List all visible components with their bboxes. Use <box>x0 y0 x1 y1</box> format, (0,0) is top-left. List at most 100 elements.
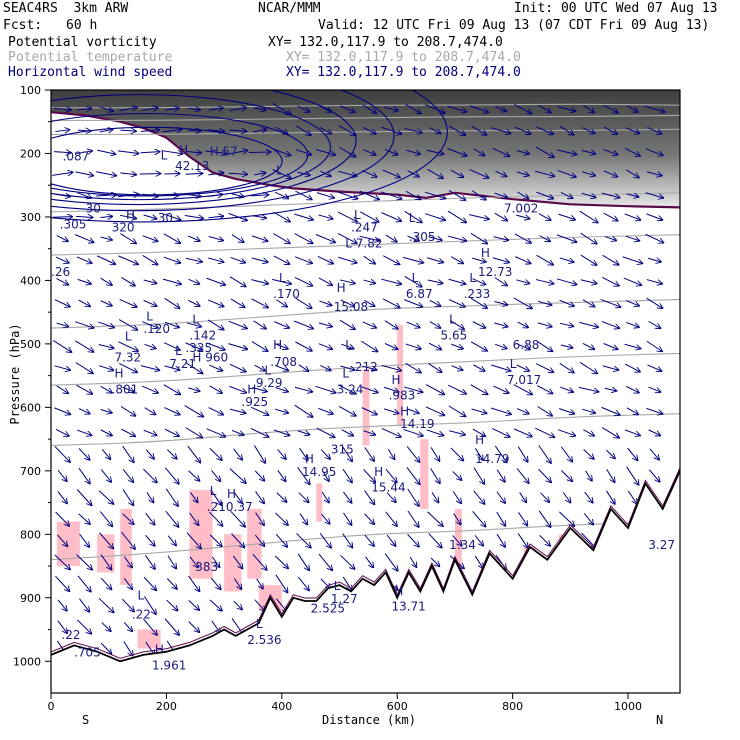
y-tick-label: 700 <box>20 465 41 478</box>
pv-patch <box>120 508 132 586</box>
wind-vector <box>78 513 91 525</box>
extrema-label: L <box>510 357 517 371</box>
extrema-label: 15.08 <box>334 300 368 314</box>
wind-vector <box>96 195 116 196</box>
y-tick-label: 500 <box>20 338 41 351</box>
wind-vector <box>165 488 178 507</box>
wind-vector <box>318 214 333 219</box>
wind-vector <box>186 532 201 549</box>
wind-vector <box>625 235 640 241</box>
wind-vector <box>96 171 116 176</box>
wind-vector <box>165 108 179 110</box>
wind-vector <box>188 388 200 391</box>
extrema-label: 315 <box>331 443 354 457</box>
wind-vector <box>76 489 91 506</box>
wind-vector <box>472 321 486 328</box>
wind-vector <box>53 108 72 110</box>
wind-vector <box>363 299 375 306</box>
extrema-label: L <box>334 579 341 593</box>
wind-vector <box>430 557 440 567</box>
wind-vector <box>447 235 467 241</box>
wind-vector <box>519 492 527 502</box>
wind-vector <box>406 446 420 462</box>
wind-vector <box>229 130 246 131</box>
wind-vector <box>57 599 67 611</box>
wind-vector <box>359 235 380 241</box>
wind-vector <box>251 341 268 352</box>
wind-vector <box>601 427 619 438</box>
wind-vector <box>57 620 68 634</box>
wind-vector <box>516 364 530 371</box>
wind-vector <box>229 408 246 413</box>
wind-vector <box>315 148 335 154</box>
wind-vector <box>626 466 639 485</box>
wind-vector <box>294 213 313 220</box>
wind-vector <box>98 597 114 612</box>
wind-vector <box>603 170 618 177</box>
wind-vector <box>647 126 662 133</box>
wind-vector <box>645 192 664 198</box>
wind-vector <box>581 192 596 197</box>
wind-vector <box>101 622 111 632</box>
wind-vector <box>450 169 464 177</box>
wind-speed-contour <box>51 94 331 201</box>
wind-vector <box>343 512 352 525</box>
wind-vector <box>535 146 554 157</box>
pv-patch <box>420 439 429 509</box>
wind-vector <box>122 469 133 482</box>
field-theta-name: Potential temperature <box>8 50 173 65</box>
wind-vector <box>472 511 486 526</box>
wind-vector <box>163 342 180 351</box>
wind-vector <box>315 385 335 393</box>
wind-vector <box>556 278 577 285</box>
wind-vector <box>624 429 640 436</box>
extrema-label: H <box>179 143 188 157</box>
wind-vector <box>648 386 660 392</box>
extrema-label: 3.27 <box>648 538 675 552</box>
wind-vector <box>582 299 595 307</box>
extrema-label: L 7.82 <box>345 236 382 250</box>
wind-vector <box>122 489 133 505</box>
wind-vector <box>475 448 483 460</box>
wind-vector <box>295 190 312 199</box>
wind-vector <box>163 384 181 395</box>
wind-vector <box>272 103 291 114</box>
wind-vector <box>164 407 180 415</box>
wind-vector <box>603 126 617 134</box>
wind-vector <box>294 256 312 264</box>
wind-vector <box>447 384 466 394</box>
wind-vector <box>250 406 269 415</box>
extrema-label: L <box>279 271 286 285</box>
wind-vector <box>384 149 398 155</box>
wind-vector <box>580 232 597 244</box>
wind-vector <box>119 215 137 218</box>
extrema-label: .247 <box>351 220 378 234</box>
wind-vector <box>624 147 640 156</box>
wind-vector <box>100 642 111 654</box>
wind-vector <box>581 151 596 154</box>
wind-vector <box>339 147 355 156</box>
wind-vector <box>448 405 466 417</box>
wind-vector <box>606 490 615 504</box>
wind-vector <box>273 255 290 264</box>
wind-vector <box>428 533 442 547</box>
wind-vector <box>189 556 198 568</box>
wind-vector <box>407 534 420 547</box>
wind-vector <box>405 343 421 349</box>
wind-vector <box>450 447 464 461</box>
wind-vector <box>185 257 202 262</box>
wind-vector <box>428 342 441 349</box>
wind-vector <box>515 342 530 349</box>
wind-vector <box>297 431 310 435</box>
extrema-label: L <box>276 163 283 177</box>
wind-vector <box>431 492 439 502</box>
wind-vector <box>275 386 288 391</box>
wind-vector <box>365 556 374 568</box>
wind-vector <box>297 576 309 591</box>
wind-vector <box>363 280 376 283</box>
wind-vector <box>429 321 441 329</box>
extrema-label: H <box>400 405 409 419</box>
wind-vector <box>495 106 507 112</box>
wind-vector <box>583 449 594 459</box>
wind-vector <box>473 148 485 156</box>
